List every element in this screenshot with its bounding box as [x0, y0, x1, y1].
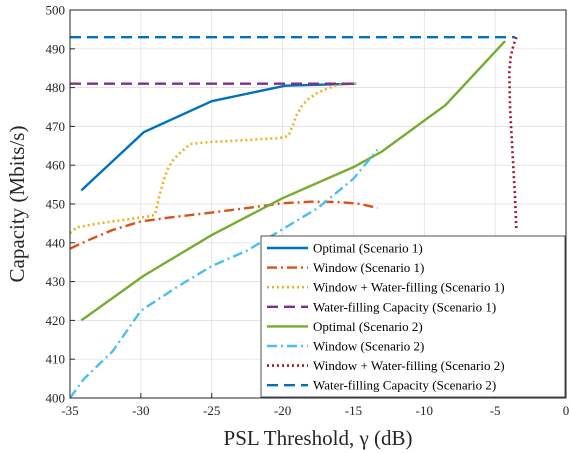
y-axis-label: Capacity (Mbits/s) [5, 126, 29, 283]
y-tick-label: 430 [46, 274, 66, 289]
x-tick-label: -15 [345, 403, 362, 418]
y-tick-label: 450 [46, 197, 66, 212]
y-tick-label: 420 [46, 313, 66, 328]
legend-label: Water-filling Capacity (Scenario 1) [313, 299, 496, 314]
x-axis-label: PSL Threshold, γ (dB) [224, 426, 413, 450]
y-tick-label: 490 [46, 41, 66, 56]
y-tick-label: 410 [46, 352, 66, 367]
legend-label: Water-filling Capacity (Scenario 2) [313, 378, 496, 393]
series-line-2 [70, 200, 378, 250]
series-lines [70, 35, 518, 398]
legend-box [260, 235, 566, 398]
x-tick-label: -30 [132, 403, 149, 418]
x-tick-label: -25 [203, 403, 220, 418]
series-line-5 [80, 40, 506, 322]
x-tick-label: 0 [563, 403, 570, 418]
legend-label: Optimal (Scenario 2) [313, 319, 423, 334]
y-tick-label: 440 [46, 235, 66, 250]
y-tick-label: 460 [46, 158, 66, 173]
x-tick-label: -5 [490, 403, 501, 418]
y-tick-label: 480 [46, 80, 66, 95]
y-tick-label: 400 [46, 391, 66, 406]
legend-label: Optimal (Scenario 1) [313, 241, 423, 256]
series-line-7 [508, 36, 518, 232]
y-tick-label: 470 [46, 119, 66, 134]
series-line-3 [70, 82, 360, 235]
legend-label: Window (Scenario 1) [313, 260, 424, 275]
legend-label: Window (Scenario 2) [313, 339, 424, 354]
legend-label: Window + Water-filling (Scenario 1) [313, 280, 505, 295]
y-tick-label: 500 [46, 3, 66, 18]
x-tick-label: -10 [416, 403, 433, 418]
legend: Optimal (Scenario 1) Window (Scenario 1) W… [260, 235, 566, 398]
x-tick-label: -20 [274, 403, 291, 418]
x-tick-label: -35 [61, 403, 78, 418]
axis-ticks: -35 -30 -25 -20 -15 -10 -5 0 400 410 420 430 440 450 4… [46, 3, 570, 419]
legend-label: Window + Water-filling (Scenario 2) [313, 358, 505, 373]
series-line-1 [80, 82, 357, 192]
